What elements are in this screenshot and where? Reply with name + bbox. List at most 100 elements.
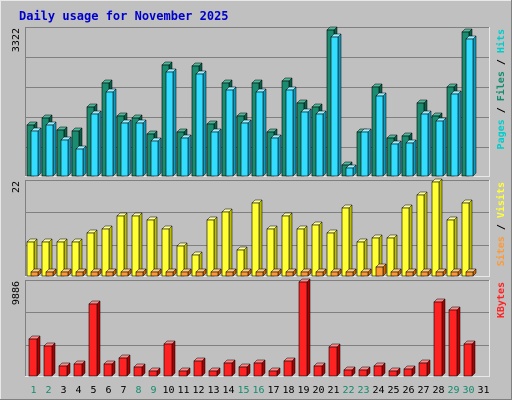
visits-bar-day-9-side xyxy=(153,216,158,277)
day-label: 14 xyxy=(222,385,234,396)
legend-entry-files: Files xyxy=(495,71,507,101)
sites-bar-day-22 xyxy=(345,271,354,277)
visits-bar-day-7 xyxy=(116,215,125,277)
sites-bar-day-20 xyxy=(315,271,324,277)
hits-bar-day-6-side xyxy=(112,88,117,177)
hits-bar-day-5-side xyxy=(97,110,102,177)
kbytes-bar-day-24 xyxy=(373,365,383,377)
panel-1: 3322 Pages / Files / Hits xyxy=(11,26,507,177)
visits-bar-day-13-side xyxy=(213,216,218,277)
visits-bar-day-13 xyxy=(206,219,215,277)
kbytes-bar-day-30 xyxy=(463,343,473,377)
kbytes-bar-day-1 xyxy=(28,338,38,377)
hits-bar-day-27-side xyxy=(427,110,432,177)
visits-bar-day-9 xyxy=(146,219,155,277)
hits-bar-day-23-side xyxy=(367,128,372,177)
chart-title: Daily usage for November 2025 xyxy=(19,9,229,23)
day-label: 21 xyxy=(327,385,339,396)
visits-bar-day-3 xyxy=(56,241,65,277)
kbytes-bar-day-18 xyxy=(283,360,293,377)
hits-bar-day-15 xyxy=(240,122,249,177)
visits-bar-day-2 xyxy=(41,241,50,277)
sites-bar-day-24 xyxy=(375,266,384,277)
hits-bar-day-5 xyxy=(90,113,99,177)
sites-bar-day-7 xyxy=(120,271,129,277)
visits-bar-day-23 xyxy=(356,241,365,277)
hits-bar-day-21-side xyxy=(337,33,342,177)
hits-bar-day-26-side xyxy=(412,139,417,177)
kbytes-bar-day-6 xyxy=(103,363,113,377)
visits-bar-day-22 xyxy=(341,207,350,277)
day-label: 30 xyxy=(462,385,474,396)
hits-bar-day-10-side xyxy=(172,68,177,177)
legend-entry-visits: Visits xyxy=(495,182,507,218)
kbytes-bar-day-10-side xyxy=(171,340,176,377)
hits-bar-day-20-side xyxy=(322,110,327,177)
visits-bar-day-29 xyxy=(446,219,455,277)
kbytes-bar-day-14 xyxy=(223,362,233,377)
panel-2-axis-max-label: 22 xyxy=(11,181,22,193)
sites-bar-day-21 xyxy=(330,271,339,277)
day-label: 6 xyxy=(105,385,111,396)
day-label: 3 xyxy=(60,385,66,396)
panel-3-axis-max-label: 9886 xyxy=(11,281,22,305)
visits-bar-day-10 xyxy=(161,228,170,277)
visits-bar-day-26 xyxy=(401,207,410,277)
hits-bar-day-13-side xyxy=(217,128,222,177)
visits-bar-day-8-side xyxy=(138,212,143,277)
visits-bar-day-27-side xyxy=(423,191,428,277)
hits-bar-day-7-side xyxy=(127,119,132,177)
hits-bar-day-7 xyxy=(120,122,129,177)
visits-bar-day-26-side xyxy=(408,204,413,277)
hits-bar-day-27 xyxy=(420,113,429,177)
hits-bar-day-18-side xyxy=(292,86,297,177)
hits-bar-day-10 xyxy=(165,71,174,177)
visits-bar-day-16-side xyxy=(258,199,263,277)
visits-bar-day-1 xyxy=(26,241,35,277)
kbytes-bar-day-10 xyxy=(163,343,173,377)
day-label: 12 xyxy=(192,385,204,396)
visits-bar-day-20-side xyxy=(318,221,323,277)
sites-bar-day-16 xyxy=(255,271,264,277)
kbytes-bar-day-15 xyxy=(238,366,248,377)
hits-bar-day-11 xyxy=(180,137,189,177)
legend-entry-hits: Hits xyxy=(495,29,507,53)
kbytes-bar-day-20 xyxy=(313,365,323,377)
hits-bar-day-16 xyxy=(255,91,264,177)
hits-bar-day-2 xyxy=(45,124,54,177)
visits-bar-day-20 xyxy=(311,224,320,277)
day-axis-labels: 1 2 3 4 5 6 7 8 9 10 11 12 13 14 15 16 17 18 19 20 21 22 23 24 2… xyxy=(30,385,489,396)
hits-bar-day-19 xyxy=(300,111,309,177)
sites-bar-day-8 xyxy=(135,271,144,277)
panel-3: 9886 KBytes xyxy=(11,278,507,377)
visits-bar-day-22-side xyxy=(348,204,353,277)
visits-bar-day-27 xyxy=(416,194,425,277)
day-label: 1 xyxy=(30,385,36,396)
hits-bar-day-1-side xyxy=(37,127,42,177)
visits-bar-day-15 xyxy=(236,249,245,277)
day-label: 10 xyxy=(162,385,174,396)
panel-1-axis-max-label: 3322 xyxy=(11,28,22,52)
hits-bar-day-19-side xyxy=(307,108,312,177)
kbytes-bar-day-11 xyxy=(178,370,188,377)
kbytes-bar-day-12 xyxy=(193,360,203,377)
kbytes-bar-day-28 xyxy=(433,301,443,377)
hits-bar-day-2-side xyxy=(52,121,57,177)
sites-bar-day-15 xyxy=(240,271,249,277)
sites-bar-day-26 xyxy=(405,271,414,277)
hits-bar-day-22 xyxy=(345,167,354,177)
day-label: 22 xyxy=(342,385,354,396)
sites-bar-day-1 xyxy=(30,271,39,277)
hits-bar-day-30 xyxy=(465,38,474,177)
day-label: 18 xyxy=(282,385,294,396)
kbytes-bar-day-2 xyxy=(43,345,53,377)
visits-bar-day-18-side xyxy=(288,212,293,277)
hits-bar-day-29-side xyxy=(457,90,462,177)
sites-bar-day-4 xyxy=(75,271,84,277)
legend-entry-sites: Sites xyxy=(495,236,507,266)
day-label: 15 xyxy=(237,385,249,396)
kbytes-bar-day-8 xyxy=(133,366,143,377)
sites-bar-day-11 xyxy=(180,271,189,277)
hits-bar-day-17 xyxy=(270,137,279,177)
hits-bar-day-8 xyxy=(135,122,144,177)
